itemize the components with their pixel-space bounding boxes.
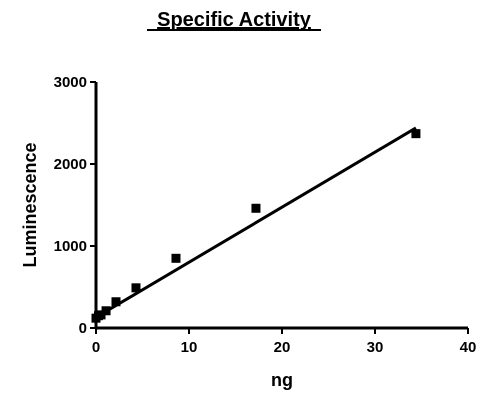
x-tick-label: 40 <box>460 339 477 356</box>
y-tick-label: 0 <box>79 320 87 337</box>
chart-title: Specific Activity <box>157 9 312 31</box>
x-axis-label: ng <box>271 370 293 390</box>
data-point <box>411 129 421 139</box>
x-tick-label: 10 <box>181 339 198 356</box>
y-tick-label: 2000 <box>54 156 87 173</box>
data-point <box>131 283 141 293</box>
y-axis: 0 1000 2000 3000 <box>54 74 98 337</box>
data-point <box>96 310 106 320</box>
y-axis-label: Luminescence <box>20 142 40 267</box>
fit-line <box>95 126 417 319</box>
x-tick-label: 20 <box>274 339 291 356</box>
data-point <box>111 297 121 307</box>
title-group: Specific Activity <box>147 9 321 31</box>
y-tick-label: 1000 <box>54 238 87 255</box>
plot-area <box>91 126 421 323</box>
x-tick-label: 0 <box>92 339 100 356</box>
data-point <box>251 203 261 213</box>
x-tick-label: 30 <box>367 339 384 356</box>
data-point <box>101 306 111 316</box>
x-axis: 0 10 20 30 40 <box>92 326 477 356</box>
data-point <box>171 253 181 263</box>
y-tick-label: 3000 <box>54 74 87 91</box>
